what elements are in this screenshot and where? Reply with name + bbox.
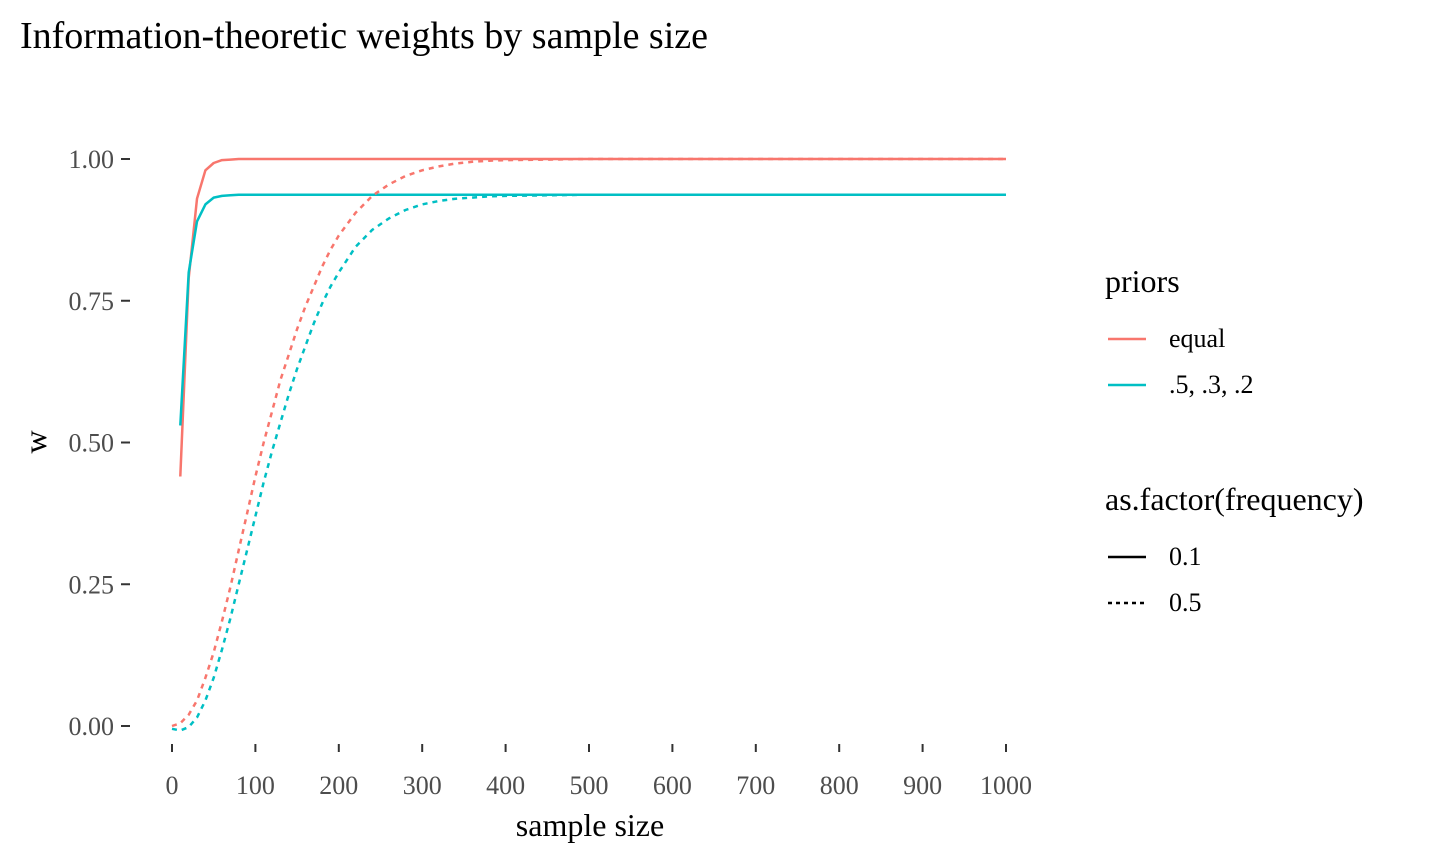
series-line-531-freq-0-5	[171, 193, 1006, 732]
x-tick-label: 1000	[980, 771, 1032, 800]
legend-title-priors: priors	[1105, 263, 1180, 299]
y-tick-label: 0.50	[69, 429, 115, 458]
x-tick-label: 900	[903, 771, 942, 800]
x-axis: 0 100 200 300 400 500 600 700 800 900 1000	[166, 744, 1032, 800]
x-tick-label: 300	[403, 771, 442, 800]
legend-label-0-1: 0.1	[1169, 542, 1202, 571]
y-axis-title: w	[17, 430, 53, 453]
series-line-equal-freq-0-5	[171, 157, 1006, 728]
legend-title-frequency: as.factor(frequency)	[1105, 481, 1364, 517]
x-tick-label: 100	[236, 771, 275, 800]
x-tick-label: 600	[653, 771, 692, 800]
y-tick-label: 0.00	[69, 712, 115, 741]
legend-frequency: as.factor(frequency) 0.1 0.5	[1105, 481, 1364, 617]
y-tick-label: 1.00	[69, 145, 115, 174]
y-axis: 0.00 0.25 0.50 0.75 1.00	[69, 145, 130, 741]
x-tick-label: 800	[820, 771, 859, 800]
legend-label-0-5: 0.5	[1169, 588, 1202, 617]
chart-title: Information-theoretic weights by sample …	[20, 15, 708, 57]
legend-priors: priors equal .5, .3, .2	[1105, 263, 1254, 399]
series-line-equal-freq-0-1	[179, 157, 1006, 477]
plot-area	[171, 157, 1006, 732]
x-tick-label: 200	[319, 771, 358, 800]
y-tick-label: 0.25	[69, 570, 115, 599]
y-tick-label: 0.75	[69, 287, 115, 316]
series-line-531-freq-0-1	[179, 193, 1006, 426]
x-tick-label: 0	[166, 771, 179, 800]
legend-label-531-priors: .5, .3, .2	[1169, 370, 1254, 399]
x-tick-label: 700	[736, 771, 775, 800]
x-axis-title: sample size	[516, 807, 664, 843]
legend-label-equal: equal	[1169, 324, 1225, 353]
x-tick-label: 500	[570, 771, 609, 800]
x-tick-label: 400	[486, 771, 525, 800]
